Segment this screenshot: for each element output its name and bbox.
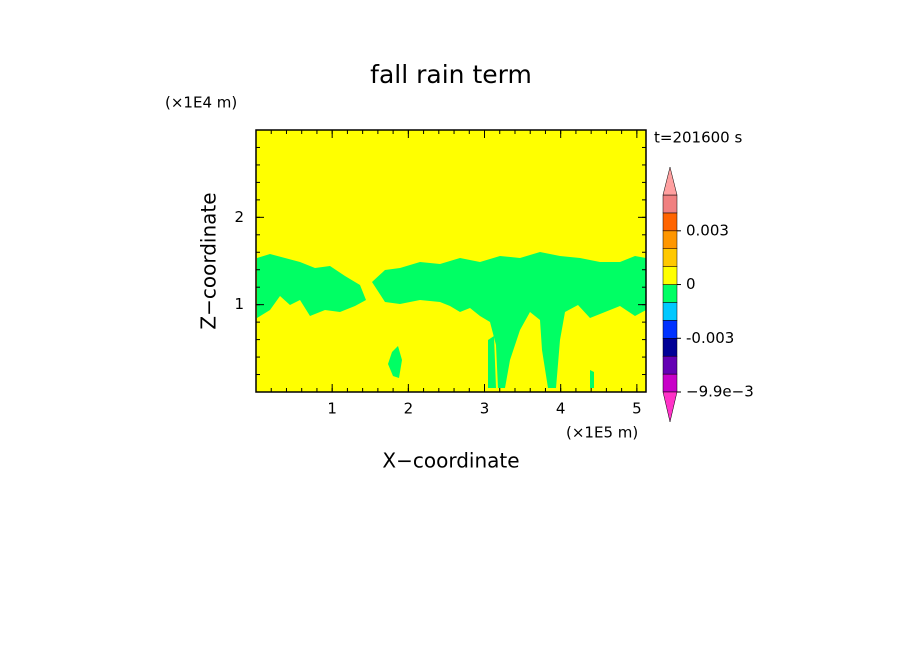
colorbar-band: [662, 338, 678, 357]
colorbar-under: [662, 391, 678, 423]
chart-title: fall rain term: [370, 60, 532, 89]
time-label: t=201600 s: [654, 129, 742, 147]
colorbar-band: [662, 284, 678, 303]
colorbar-over: [662, 166, 678, 196]
y-tick-label: 2: [234, 208, 244, 226]
colorbar-band: [662, 194, 678, 214]
colorbar-band: [662, 373, 678, 393]
contour-patch: [388, 346, 402, 378]
colorbar-tick-label: -0.003: [686, 329, 734, 347]
contour-patches: [257, 252, 646, 388]
y-tick-label: 1: [234, 295, 244, 313]
contour-patch: [257, 254, 366, 318]
contour-patch: [488, 336, 496, 388]
y-unit: (×1E4 m): [165, 94, 237, 112]
colorbar-tick-label: 0.003: [686, 221, 729, 239]
x-axis-title: X−coordinate: [382, 449, 519, 473]
x-unit: (×1E5 m): [566, 424, 638, 442]
plot-frame: [255, 129, 647, 393]
colorbar-band: [662, 212, 678, 232]
x-tick-label: 4: [556, 400, 566, 418]
colorbar-band: [662, 248, 678, 267]
colorbar-band: [662, 266, 678, 285]
colorbar-tick-label: 0: [686, 275, 696, 293]
y-axis-title: Z−coordinate: [197, 192, 221, 329]
colorbar-tick-label: −9.9e−3: [686, 383, 754, 401]
x-tick-label: 3: [480, 400, 490, 418]
colorbar-band: [662, 320, 678, 339]
contour-patch: [372, 252, 646, 388]
x-tick-label: 1: [327, 400, 337, 418]
colorbar-band: [662, 355, 678, 375]
x-tick-label: 5: [632, 400, 642, 418]
contour-patch: [590, 370, 594, 388]
x-tick-label: 2: [404, 400, 414, 418]
colorbar-band: [662, 230, 678, 249]
colorbar-band: [662, 302, 678, 321]
